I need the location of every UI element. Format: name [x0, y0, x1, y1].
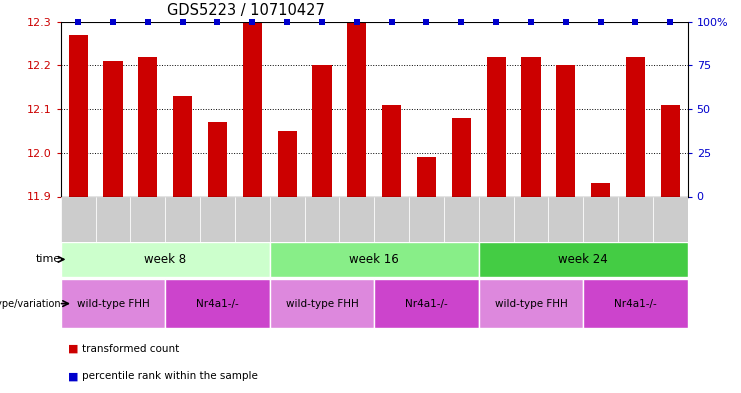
Bar	[548, 196, 583, 242]
Bar	[417, 157, 436, 196]
Text: percentile rank within the sample: percentile rank within the sample	[82, 371, 257, 381]
Bar	[61, 242, 270, 277]
Bar	[305, 196, 339, 242]
Text: Nr4a1-/-: Nr4a1-/-	[614, 299, 657, 309]
Bar	[165, 279, 270, 328]
Text: ■: ■	[68, 371, 79, 381]
Bar	[130, 196, 165, 242]
Bar	[243, 22, 262, 196]
Text: week 24: week 24	[558, 253, 608, 266]
Bar	[173, 96, 192, 196]
Bar	[556, 65, 575, 196]
Bar	[583, 196, 618, 242]
Bar	[200, 196, 235, 242]
Bar	[653, 196, 688, 242]
Text: Nr4a1-/-: Nr4a1-/-	[405, 299, 448, 309]
Bar	[583, 279, 688, 328]
Bar	[61, 279, 165, 328]
Bar	[487, 57, 505, 196]
Bar	[270, 279, 374, 328]
Text: wild-type FHH: wild-type FHH	[76, 299, 150, 309]
Bar	[409, 196, 444, 242]
Text: transformed count: transformed count	[82, 344, 179, 354]
Text: ■: ■	[68, 344, 79, 354]
Bar	[61, 196, 96, 242]
Bar	[479, 242, 688, 277]
Bar	[522, 57, 540, 196]
Bar	[661, 105, 679, 196]
Bar	[382, 105, 401, 196]
Bar	[374, 279, 479, 328]
Bar	[139, 57, 157, 196]
Bar	[165, 196, 200, 242]
Bar	[348, 22, 366, 196]
Bar	[270, 196, 305, 242]
Bar	[235, 196, 270, 242]
Text: GDS5223 / 10710427: GDS5223 / 10710427	[167, 3, 325, 18]
Bar	[104, 61, 122, 196]
Text: genotype/variation: genotype/variation	[0, 299, 61, 309]
Bar	[479, 279, 583, 328]
Bar	[514, 196, 548, 242]
Bar	[208, 122, 227, 196]
Bar	[270, 242, 479, 277]
Bar	[626, 57, 645, 196]
Text: wild-type FHH: wild-type FHH	[494, 299, 568, 309]
Bar	[452, 118, 471, 196]
Bar	[96, 196, 130, 242]
Bar	[313, 65, 331, 196]
Bar	[618, 196, 653, 242]
Bar	[479, 196, 514, 242]
Bar	[374, 196, 409, 242]
Bar	[591, 184, 610, 196]
Bar	[278, 131, 296, 196]
Bar	[69, 35, 87, 197]
Text: week 16: week 16	[349, 253, 399, 266]
Text: Nr4a1-/-: Nr4a1-/-	[196, 299, 239, 309]
Bar	[339, 196, 374, 242]
Text: time: time	[36, 254, 61, 264]
Text: wild-type FHH: wild-type FHH	[285, 299, 359, 309]
Text: week 8: week 8	[144, 253, 186, 266]
Bar	[444, 196, 479, 242]
